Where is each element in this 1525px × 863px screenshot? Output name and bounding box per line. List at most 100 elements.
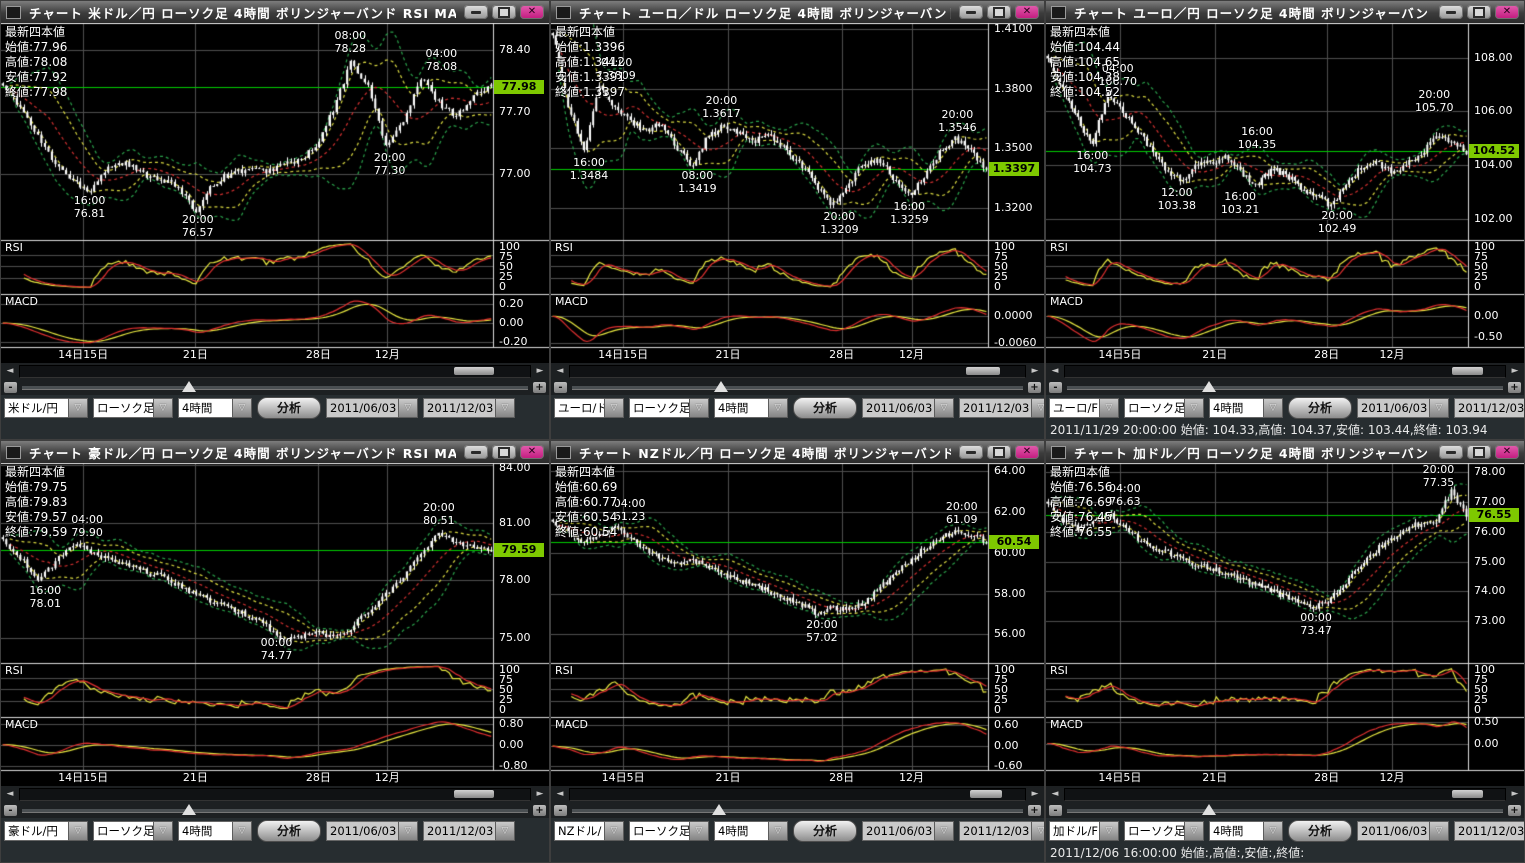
zoom-out-button[interactable]: -	[554, 805, 567, 816]
window-titlebar[interactable]: チャート 加ドル／円 ローソク足 4時間 ボリンジャーバンド RSI MACD …	[1046, 441, 1524, 463]
pair-select[interactable]: NZドル/▽	[554, 821, 624, 841]
scroll-left-icon[interactable]: ◄	[6, 789, 14, 799]
zoom-slider-track[interactable]	[572, 803, 1023, 815]
analyze-button[interactable]: 分析	[793, 820, 858, 842]
analyze-button[interactable]: 分析	[257, 820, 322, 842]
close-button[interactable]: ✕	[1015, 445, 1039, 459]
minimize-button[interactable]	[959, 445, 983, 459]
maximize-button[interactable]	[1467, 445, 1491, 459]
window-titlebar[interactable]: チャート 米ドル／円 ローソク足 4時間 ボリンジャーバンド RSI MACD …	[1, 1, 549, 23]
analyze-button[interactable]: 分析	[257, 397, 322, 419]
maximize-button[interactable]	[1467, 5, 1491, 19]
timeframe-select[interactable]: 4時間 ▽	[178, 398, 252, 418]
horizontal-scrollbar[interactable]: ◄ ►	[1046, 363, 1524, 380]
chevron-down-icon[interactable]: ▽	[232, 821, 252, 841]
chevron-down-icon[interactable]: ▽	[1099, 821, 1119, 841]
chevron-down-icon[interactable]: ▽	[604, 821, 624, 841]
chevron-down-icon[interactable]: ▽	[1429, 398, 1450, 418]
horizontal-scrollbar[interactable]: ◄ ►	[1046, 786, 1524, 803]
scroll-left-icon[interactable]: ◄	[1051, 366, 1059, 376]
timeframe-select[interactable]: 4時間 ▽	[1209, 821, 1283, 841]
scroll-thumb[interactable]	[453, 790, 495, 798]
scroll-right-icon[interactable]: ►	[536, 789, 544, 799]
chevron-down-icon[interactable]: ▽	[1263, 821, 1283, 841]
scroll-track[interactable]	[19, 365, 531, 378]
minimize-button[interactable]	[1439, 5, 1463, 19]
timeframe-select[interactable]: 4時間 ▽	[178, 821, 252, 841]
chevron-down-icon[interactable]: ▽	[934, 398, 955, 418]
analyze-button[interactable]: 分析	[1288, 397, 1353, 419]
horizontal-scrollbar[interactable]: ◄ ►	[1, 786, 549, 803]
scroll-left-icon[interactable]: ◄	[556, 789, 564, 799]
chart-type-select[interactable]: ローソク足 ▽	[629, 821, 709, 841]
window-titlebar[interactable]: チャート ユーロ／ドル ローソク足 4時間 ボリンジャーバンド RSI MACD…	[551, 1, 1044, 23]
scroll-track[interactable]	[19, 788, 531, 801]
zoom-slider-track[interactable]	[572, 380, 1023, 392]
chevron-down-icon[interactable]: ▽	[1184, 821, 1204, 841]
chevron-down-icon[interactable]: ▽	[68, 398, 88, 418]
horizontal-scrollbar[interactable]: ◄ ►	[551, 786, 1044, 803]
chevron-down-icon[interactable]: ▽	[768, 398, 788, 418]
chevron-down-icon[interactable]: ▽	[768, 821, 788, 841]
chevron-down-icon[interactable]: ▽	[1031, 398, 1044, 418]
zoom-slider-thumb[interactable]	[711, 803, 726, 815]
zoom-slider-row[interactable]: - +	[1046, 380, 1524, 395]
scroll-left-icon[interactable]: ◄	[6, 366, 14, 376]
close-button[interactable]: ✕	[1015, 5, 1039, 19]
minimize-button[interactable]	[959, 5, 983, 19]
scroll-thumb[interactable]	[970, 790, 1003, 798]
zoom-slider-thumb[interactable]	[713, 380, 728, 392]
maximize-button[interactable]	[492, 5, 516, 19]
zoom-slider-thumb[interactable]	[181, 803, 196, 815]
date-from-select[interactable]: 2011/06/03 ▽	[1357, 821, 1450, 841]
maximize-button[interactable]	[987, 445, 1011, 459]
zoom-in-button[interactable]: +	[533, 805, 546, 816]
chevron-down-icon[interactable]: ▽	[153, 821, 173, 841]
zoom-out-button[interactable]: -	[4, 382, 17, 393]
zoom-out-button[interactable]: -	[1049, 382, 1062, 393]
scroll-left-icon[interactable]: ◄	[1051, 789, 1059, 799]
chevron-down-icon[interactable]: ▽	[689, 821, 709, 841]
chart-type-select[interactable]: ローソク足 ▽	[629, 398, 709, 418]
date-from-select[interactable]: 2011/06/03 ▽	[862, 821, 955, 841]
date-to-select[interactable]: 2011/12/03▽	[423, 398, 516, 418]
chevron-down-icon[interactable]: ▽	[1099, 398, 1119, 418]
date-to-select[interactable]: 2011/12/03▽	[959, 821, 1044, 841]
scroll-right-icon[interactable]: ►	[536, 366, 544, 376]
scroll-track[interactable]	[1064, 365, 1506, 378]
date-to-select[interactable]: 2011/12/03▽	[423, 821, 516, 841]
timeframe-select[interactable]: 4時間 ▽	[714, 821, 788, 841]
scroll-track[interactable]	[569, 788, 1026, 801]
scroll-thumb[interactable]	[453, 367, 495, 375]
maximize-button[interactable]	[987, 5, 1011, 19]
zoom-slider-track[interactable]	[1067, 380, 1503, 392]
zoom-slider-track[interactable]	[22, 380, 528, 392]
minimize-button[interactable]	[1439, 445, 1463, 459]
chart-type-select[interactable]: ローソク足 ▽	[1124, 821, 1204, 841]
chevron-down-icon[interactable]: ▽	[398, 398, 419, 418]
zoom-slider-track[interactable]	[1067, 803, 1503, 815]
scroll-track[interactable]	[569, 365, 1026, 378]
window-titlebar[interactable]: チャート ユーロ／円 ローソク足 4時間 ボリンジャーバンド RSI MACD …	[1046, 1, 1524, 23]
close-button[interactable]: ✕	[520, 5, 544, 19]
scroll-track[interactable]	[1064, 788, 1506, 801]
scroll-thumb[interactable]	[1452, 367, 1483, 375]
zoom-slider-row[interactable]: - +	[551, 803, 1044, 818]
date-to-select[interactable]: 2011/12/03▽	[1454, 821, 1524, 841]
date-from-select[interactable]: 2011/06/03 ▽	[862, 398, 955, 418]
close-button[interactable]: ✕	[520, 445, 544, 459]
pair-select[interactable]: ユーロ/F ▽	[1049, 398, 1119, 418]
chevron-down-icon[interactable]: ▽	[1031, 821, 1044, 841]
zoom-in-button[interactable]: +	[1028, 382, 1041, 393]
zoom-slider-thumb[interactable]	[1201, 803, 1216, 815]
scroll-left-icon[interactable]: ◄	[556, 366, 564, 376]
date-from-select[interactable]: 2011/06/03 ▽	[326, 398, 419, 418]
chevron-down-icon[interactable]: ▽	[398, 821, 419, 841]
zoom-slider-thumb[interactable]	[181, 380, 196, 392]
zoom-in-button[interactable]: +	[1028, 805, 1041, 816]
scroll-thumb[interactable]	[965, 367, 1000, 375]
chart-type-select[interactable]: ローソク足 ▽	[1124, 398, 1204, 418]
date-from-select[interactable]: 2011/06/03 ▽	[1357, 398, 1450, 418]
analyze-button[interactable]: 分析	[793, 397, 858, 419]
chevron-down-icon[interactable]: ▽	[1429, 821, 1450, 841]
